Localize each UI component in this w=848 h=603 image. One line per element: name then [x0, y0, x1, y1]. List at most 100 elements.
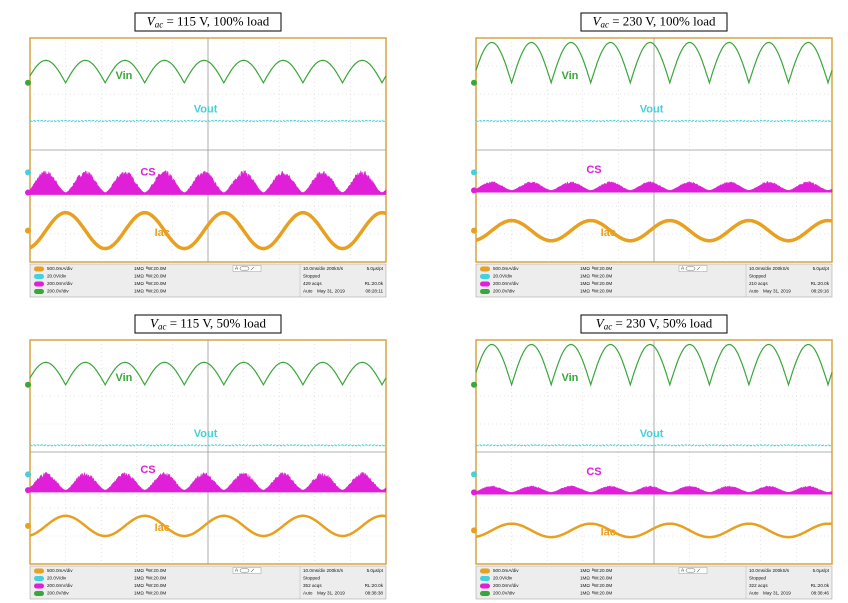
channel-scale: 200.0V/div — [47, 289, 69, 294]
trace-label: Iac — [155, 522, 170, 534]
status-bg — [475, 263, 833, 298]
acq-state: Stopped — [303, 274, 321, 279]
title-variable: V — [150, 315, 160, 330]
time: 08:38:46 — [811, 591, 829, 596]
date: May 31, 2019 — [763, 289, 791, 294]
panel-title: Vac = 230 V, 100% load — [593, 13, 716, 29]
trace-label: Vout — [194, 104, 218, 116]
panel-title: Vac = 115 V, 50% load — [150, 315, 266, 331]
title-box — [134, 314, 282, 334]
channel-icon — [480, 274, 490, 279]
timebase: 10.0ms/div 200kS/s — [749, 568, 790, 573]
channel-scale: 200.0mV/div — [47, 281, 73, 286]
record-length: RL:20.0k — [811, 281, 830, 286]
trace-label: CS — [140, 464, 155, 476]
channel-marker — [25, 227, 31, 234]
vout-trace — [29, 444, 387, 447]
channel-marker — [25, 169, 31, 176]
trigger-slope — [250, 568, 255, 573]
title-rest: = 230 V, 50% load — [612, 315, 713, 330]
channel-input: 1MΩ — [134, 583, 144, 588]
channel-input: 1MΩ — [134, 568, 144, 573]
date: May 31, 2019 — [317, 591, 345, 596]
channel-icon — [34, 289, 44, 294]
scope-panel: Vac = 230 V, 100% load Vin Vout CS Iac 500.0m… — [471, 12, 833, 298]
record-length: RL:20.0k — [365, 583, 384, 588]
channel-input: 1MΩ — [134, 281, 144, 286]
acq-count: 429 acqs — [303, 281, 322, 286]
channel-bandwidth: ᴮW:20.0M — [592, 266, 612, 271]
trace-label: CS — [586, 466, 601, 478]
trigger-mode: Auto — [303, 591, 313, 596]
channel-bandwidth: ᴮW:20.0M — [592, 576, 612, 581]
channel-bandwidth: ᴮW:20.0M — [146, 576, 166, 581]
trigger-icon — [239, 266, 250, 271]
trigger-icon — [685, 266, 696, 271]
channel-marker — [471, 187, 477, 194]
channel-marker — [471, 79, 477, 86]
channel-marker — [471, 527, 477, 534]
title-variable: V — [593, 13, 603, 28]
date: May 31, 2019 — [763, 591, 791, 596]
channel-icon — [34, 266, 44, 272]
channel-scale: 500.0mA/div — [47, 568, 73, 573]
title-box — [580, 12, 728, 32]
channel-scale: 500.0mA/div — [47, 266, 73, 271]
trigger-mode: Auto — [749, 591, 759, 596]
trigger-source: A — [235, 266, 239, 271]
channel-scale: 200.0mV/div — [493, 583, 519, 588]
channel-bandwidth: ᴮW:20.0M — [146, 568, 166, 573]
channel-bandwidth: ᴮW:20.0M — [592, 274, 612, 279]
channel-input: 1MΩ — [134, 289, 144, 294]
channel-bandwidth: ᴮW:20.0M — [146, 591, 166, 596]
channel-scale: 200.0V/div — [493, 591, 515, 596]
panel-title: Vac = 230 V, 50% load — [596, 315, 713, 331]
channel-bandwidth: ᴮW:20.0M — [146, 583, 166, 588]
channel-input: 1MΩ — [580, 568, 590, 573]
channel-input: 1MΩ — [134, 266, 144, 271]
scope-panel: Vac = 115 V, 50% load Vin Vout CS Iac 500.0mA… — [25, 314, 387, 600]
iac-trace — [475, 522, 833, 539]
resolution: 5.0µs/pt — [813, 266, 830, 271]
channel-icon — [480, 576, 490, 581]
title-variable: V — [596, 315, 606, 330]
channel-marker — [25, 79, 31, 86]
title-box — [580, 314, 728, 334]
title-box — [134, 12, 282, 32]
channel-input: 1MΩ — [580, 583, 590, 588]
trace-label: CS — [140, 166, 155, 178]
cs-trace — [475, 484, 833, 495]
channel-scale: 500.0mA/div — [493, 568, 519, 573]
channel-icon — [480, 583, 490, 589]
channel-scale: 200.0V/div — [493, 289, 515, 294]
status-bg — [29, 263, 387, 298]
iac-trace — [29, 210, 387, 251]
cs-trace — [475, 180, 833, 193]
channel-marker — [471, 489, 477, 496]
channel-input: 1MΩ — [580, 576, 590, 581]
trace-label: Vin — [115, 372, 132, 384]
time: 08:29:16 — [811, 289, 829, 294]
acq-count: 210 acqs — [749, 281, 768, 286]
scope-panel: Vac = 230 V, 50% load Vin Vout CS Iac 500.0mA… — [471, 314, 833, 600]
trigger-mode: Auto — [303, 289, 313, 294]
trace-label: Vout — [194, 428, 218, 440]
channel-icon — [480, 289, 490, 294]
trigger-source: A — [681, 266, 685, 271]
channel-scale: 200.0mV/div — [493, 281, 519, 286]
channel-icon — [34, 591, 44, 596]
date: May 31, 2019 — [317, 289, 345, 294]
channel-marker — [25, 487, 31, 494]
channel-bandwidth: ᴮW:20.0M — [592, 583, 612, 588]
vout-trace — [475, 119, 833, 123]
acq-state: Stopped — [749, 274, 767, 279]
cs-trace — [29, 471, 387, 493]
channel-bandwidth: ᴮW:20.0M — [592, 289, 612, 294]
scope-panel: Vac = 115 V, 100% load Vin Vout CS Iac 500.0m… — [25, 12, 387, 298]
channel-icon — [34, 281, 44, 287]
cs-trace — [29, 169, 387, 195]
title-subscript: ac — [155, 20, 164, 30]
channel-scale: 200.0V/div — [47, 591, 69, 596]
